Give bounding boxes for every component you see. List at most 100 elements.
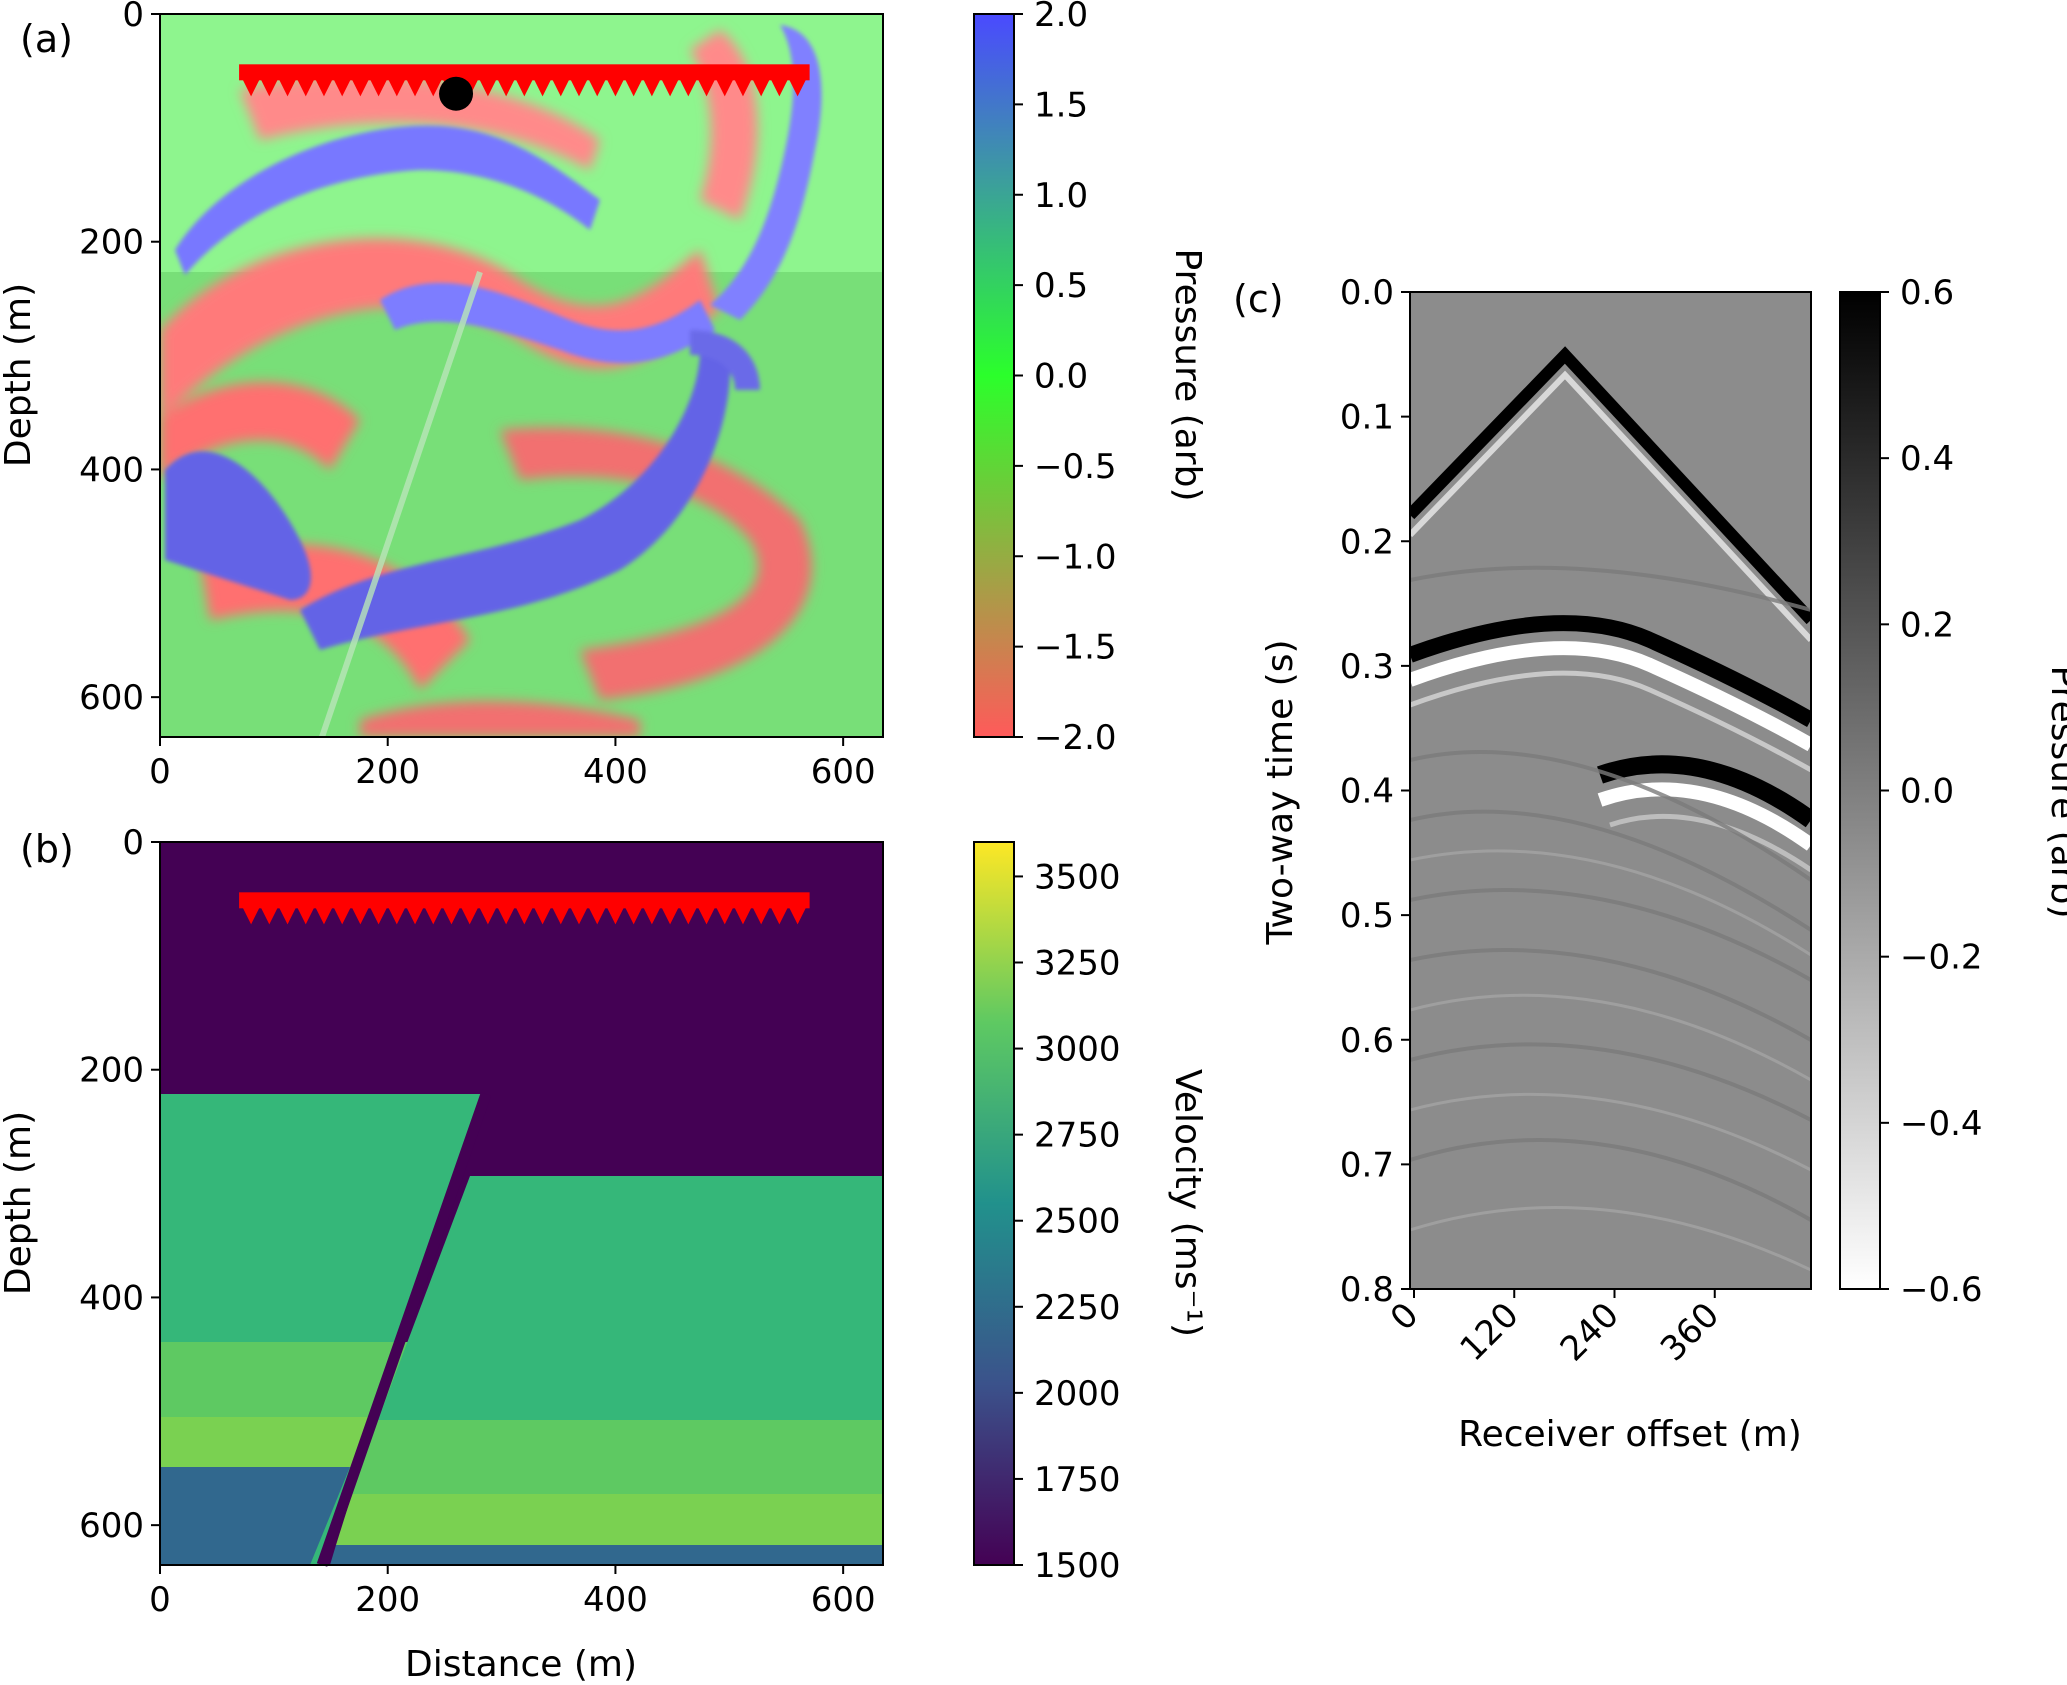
receiver-marker: [533, 906, 552, 925]
receiver-marker: [515, 906, 534, 925]
x-axis-label-c: Receiver offset (m): [1458, 1414, 1802, 1455]
receiver-marker: [260, 78, 279, 97]
receiver-line: [239, 892, 810, 909]
colorbar-tick-label: −0.2: [1900, 938, 1983, 978]
receiver-marker: [752, 78, 771, 97]
colorbar-tick-label: 2000: [1034, 1374, 1121, 1414]
layer-left-basement: [160, 1467, 350, 1565]
receiver-marker: [569, 78, 588, 97]
receiver-marker: [351, 906, 370, 925]
y-tick-label: 200: [79, 223, 144, 263]
wavefield-image: [160, 14, 883, 737]
receiver-marker: [351, 78, 370, 97]
y-tick-label: 600: [79, 678, 144, 718]
y-tick-label: 400: [79, 450, 144, 490]
receiver-marker: [588, 78, 607, 97]
colorbar-tick-label: 1750: [1034, 1460, 1121, 1500]
colorbar-c: 0.6 0.4 0.2 0.0 −0.2 −0.4 −0.6: [1839, 273, 1983, 1310]
receiver-marker: [679, 906, 698, 925]
colorbar-tick-label: 1.0: [1034, 176, 1088, 216]
colorbar-tick-label: 0.5: [1034, 266, 1088, 306]
receiver-marker: [770, 78, 789, 97]
receiver-marker: [497, 906, 516, 925]
y-tick-label: 200: [79, 1051, 144, 1091]
colorbar-tick-label: 3000: [1034, 1030, 1121, 1070]
layer-right-upper: [378, 1176, 883, 1420]
colorbar-label-b: Velocity (ms⁻¹): [1167, 1069, 1208, 1337]
panel-label-a: (a): [20, 17, 73, 61]
x-tick-label: 400: [583, 752, 648, 792]
receiver-marker: [260, 906, 279, 925]
receiver-marker: [369, 78, 388, 97]
colorbar-b: 3500 3250 3000 2750 2500 2250 2000 1750 1500: [973, 841, 1121, 1586]
receiver-marker: [588, 906, 607, 925]
colorbar-tick-label: 1500: [1034, 1546, 1121, 1586]
colorbar-tick-label: 2.0: [1034, 0, 1088, 35]
receiver-marker: [642, 906, 661, 925]
x-tick-label: 200: [355, 752, 420, 792]
x-tick-label: 0: [149, 752, 171, 792]
receiver-marker: [406, 906, 425, 925]
colorbar-tick-label: 3500: [1034, 857, 1121, 897]
receivers-a: [239, 64, 810, 97]
layer-right-basement: [330, 1545, 883, 1565]
colorbar-tick-label: −0.6: [1900, 1270, 1983, 1310]
y-axis-label-b: Depth (m): [0, 1111, 39, 1295]
y-tick-label: 400: [79, 1278, 144, 1318]
x-tick-label: 200: [355, 1580, 420, 1620]
colorbar-tick-label: 1.5: [1034, 85, 1088, 125]
layer-right-mid: [352, 1420, 883, 1494]
receiver-marker: [533, 78, 552, 97]
receiver-marker: [296, 906, 315, 925]
y-tick-label: 0.0: [1340, 273, 1394, 313]
panel-label-c: (c): [1233, 277, 1284, 321]
receiver-marker: [460, 906, 479, 925]
y-tick-label: 0.3: [1340, 647, 1394, 687]
colorbar-tick-label: −0.4: [1900, 1104, 1983, 1144]
receiver-marker: [770, 906, 789, 925]
receiver-marker: [661, 906, 680, 925]
receiver-marker: [551, 78, 570, 97]
colorbar-tick-label: 2500: [1034, 1202, 1121, 1242]
receiver-marker: [296, 78, 315, 97]
source-marker: [439, 76, 474, 111]
receiver-marker: [442, 906, 461, 925]
receiver-marker: [424, 78, 443, 97]
colorbar-tick-label: −2.0: [1034, 718, 1117, 758]
x-tick-label: 240: [1553, 1295, 1627, 1369]
colorbar-tick-label: −0.5: [1034, 447, 1117, 487]
receiver-marker: [733, 906, 752, 925]
receiver-marker: [387, 906, 406, 925]
y-tick-label: 0.2: [1340, 522, 1394, 562]
receiver-marker: [551, 906, 570, 925]
receiver-marker: [314, 78, 333, 97]
y-tick-label: 0: [122, 823, 144, 863]
receiver-marker: [697, 78, 716, 97]
colorbar-a: 2.0 1.5 1.0 0.5 0.0 −0.5 −1.0 −1.5 −2.0: [973, 0, 1117, 758]
receiver-marker: [715, 78, 734, 97]
colorbar-gradient: [973, 841, 1015, 1566]
receiver-marker: [478, 906, 497, 925]
colorbar-gradient: [1839, 291, 1881, 1290]
colorbar-label-c: Pressure (arb): [2043, 666, 2067, 919]
receiver-marker: [715, 906, 734, 925]
receiver-marker: [242, 906, 261, 925]
y-axis-label-a: Depth (m): [0, 283, 39, 467]
receiver-line: [239, 64, 810, 81]
y-tick-label: 0.6: [1340, 1021, 1394, 1061]
receiver-marker: [661, 78, 680, 97]
receiver-marker: [314, 906, 333, 925]
x-tick-label: 400: [583, 1580, 648, 1620]
receiver-marker: [624, 906, 643, 925]
colorbar-tick-label: 3250: [1034, 944, 1121, 984]
receiver-marker: [569, 906, 588, 925]
y-tick-label: 0: [122, 0, 144, 35]
receiver-marker: [624, 78, 643, 97]
receivers-b: [239, 892, 810, 925]
layer-right-bright: [336, 1494, 883, 1545]
x-tick-label: 600: [811, 1580, 876, 1620]
x-axis-label-b: Distance (m): [405, 1644, 637, 1685]
